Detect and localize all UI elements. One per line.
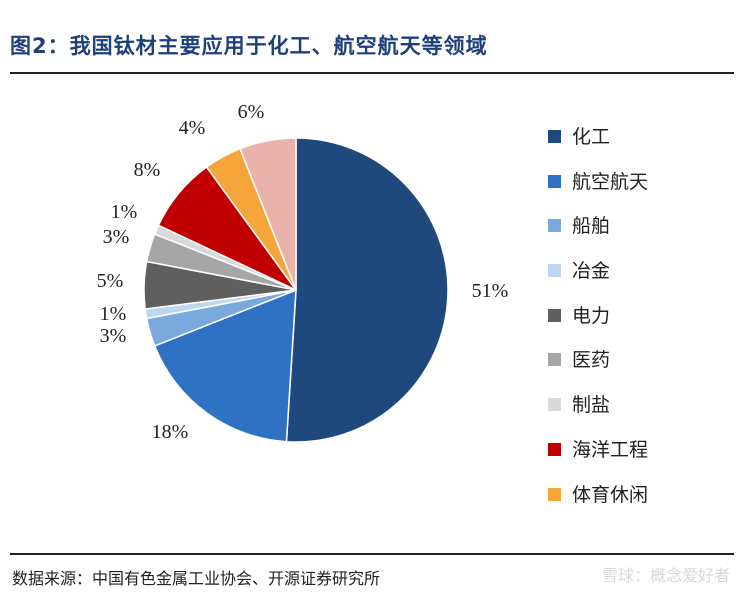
legend-label: 制盐	[572, 394, 611, 417]
data-source-note: 数据来源：中国有色金属工业协会、开源证券研究所	[12, 569, 381, 588]
pie-slice-9	[239, 137, 297, 291]
watermark: 雪球：概念爱好者	[601, 566, 730, 585]
legend-swatch	[548, 174, 561, 188]
slice-label-2: 3%	[100, 325, 127, 347]
legend-swatch	[548, 219, 561, 233]
legend-swatch	[548, 353, 561, 367]
legend-label: 海洋工程	[572, 438, 649, 461]
pie-slice-1	[153, 288, 297, 443]
legend-label: 航空航天	[572, 170, 649, 193]
slice-label-3: 1%	[100, 303, 127, 325]
slice-label-7: 8%	[134, 159, 161, 181]
legend-label: 医药	[572, 349, 611, 372]
slice-label-8: 4%	[179, 117, 206, 139]
legend-swatch	[548, 487, 561, 501]
slice-label-6: 1%	[111, 201, 138, 223]
legend-swatch	[548, 442, 561, 456]
slice-label-9: 6%	[238, 101, 265, 123]
legend-label: 电力	[572, 304, 611, 327]
legend-label: 化工	[572, 126, 611, 148]
footer-divider	[10, 553, 734, 555]
slice-label-0: 51%	[472, 280, 509, 302]
legend-label: 船舶	[572, 215, 611, 238]
slice-label-4: 5%	[97, 270, 124, 292]
legend-swatch	[548, 264, 561, 278]
title-divider	[10, 72, 734, 74]
legend-swatch	[548, 130, 561, 143]
legend-label: 冶金	[572, 260, 611, 283]
legend-swatch	[548, 398, 561, 412]
legend-label: 体育休闲	[572, 483, 649, 506]
slice-label-1: 18%	[152, 421, 189, 443]
slice-label-5: 3%	[103, 226, 130, 248]
pie-slice-0	[285, 137, 449, 443]
chart-title: 图2：我国钛材主要应用于化工、航空航天等领域	[10, 34, 488, 58]
legend-swatch	[548, 308, 561, 322]
